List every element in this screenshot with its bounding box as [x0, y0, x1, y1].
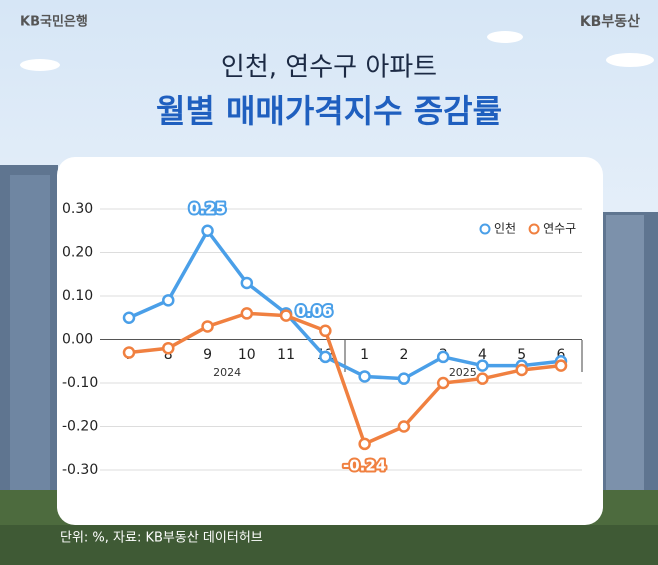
x-tick-label: 4 — [478, 347, 487, 363]
y-tick-label: -0.30 — [62, 462, 98, 478]
data-label: 0.25 — [189, 199, 226, 217]
y-tick-label: 0.00 — [62, 332, 93, 348]
data-point — [397, 420, 411, 433]
x-group-label: 2024 — [213, 366, 241, 379]
data-point — [397, 372, 411, 385]
data-label: 0.06 — [296, 302, 333, 320]
y-tick-label: 0.20 — [62, 245, 93, 261]
brand-left: KB국민은행 — [20, 14, 88, 30]
data-point — [122, 346, 136, 359]
data-point — [476, 372, 489, 385]
data-point — [201, 320, 214, 333]
legend-label: 연수구 — [543, 222, 576, 236]
data-point — [162, 294, 175, 307]
data-point — [240, 276, 254, 290]
data-point — [358, 370, 371, 383]
source-note: 단위: %, 자료: KB부동산 데이터허브 — [60, 531, 263, 546]
y-tick-label: -0.10 — [62, 375, 98, 391]
x-group-label: 2025 — [449, 366, 477, 379]
y-tick-label: 0.10 — [62, 288, 93, 304]
x-tick-label: 11 — [277, 347, 295, 363]
x-tick-label: 1 — [360, 347, 369, 363]
legend-marker — [528, 223, 540, 235]
x-tick-label: 9 — [203, 347, 212, 363]
buildings — [0, 165, 658, 565]
series-line — [128, 311, 562, 446]
chart-subtitle: 인천, 연수구 아파트 — [221, 53, 437, 83]
x-tick-label: 8 — [164, 347, 173, 363]
data-point — [476, 359, 489, 372]
legend-label: 인천 — [494, 221, 516, 236]
data-point — [358, 437, 371, 451]
data-point — [201, 224, 214, 237]
y-tick-label: 0.30 — [62, 201, 93, 217]
x-tick-label: 5 — [517, 347, 526, 363]
y-tick-label: -0.20 — [62, 419, 98, 435]
data-point — [240, 307, 254, 320]
x-tick-label: 6 — [557, 347, 566, 363]
data-label: -0.24 — [343, 456, 386, 474]
data-point — [436, 376, 450, 390]
legend-marker — [479, 223, 491, 235]
brand-right: KB부동산 — [580, 13, 640, 30]
chart-title: 월별 매매가격지수 증감률 — [156, 92, 502, 130]
data-point — [554, 359, 568, 372]
clouds — [20, 31, 654, 71]
data-point — [319, 324, 332, 338]
x-tick-label: 2 — [399, 347, 408, 363]
data-point — [436, 350, 450, 364]
data-point — [122, 311, 136, 324]
data-point — [515, 363, 528, 377]
data-point — [279, 309, 293, 322]
data-point — [319, 350, 332, 364]
series-line — [128, 229, 562, 381]
x-tick-label: 10 — [238, 347, 256, 363]
data-point — [162, 341, 175, 355]
